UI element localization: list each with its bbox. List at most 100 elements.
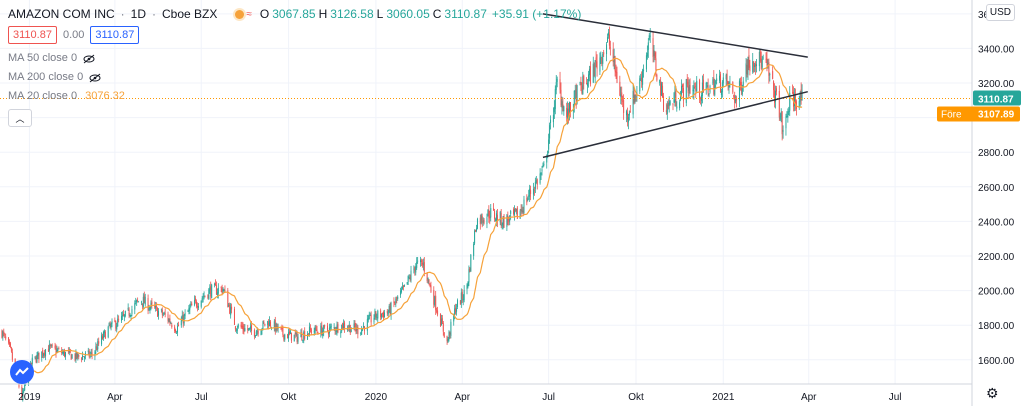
tradingview-logo[interactable] — [10, 360, 34, 384]
separator: · — [120, 7, 125, 21]
separator: · — [152, 7, 157, 21]
candle-body — [719, 75, 721, 81]
candle-body — [679, 102, 681, 109]
interval-label[interactable]: 1D — [130, 7, 147, 21]
candle-body — [616, 71, 618, 83]
candle-body — [786, 115, 788, 118]
candle-body — [754, 65, 756, 68]
x-tick-label: Apr — [801, 392, 817, 403]
candle-body — [350, 329, 352, 333]
symbol-name[interactable]: AMAZON COM INC — [8, 7, 115, 21]
candle-body — [228, 305, 230, 307]
indicator-ma20[interactable]: MA 20 close 0 3076.32 — [8, 90, 125, 102]
candle-body — [375, 311, 377, 318]
candle-body — [143, 295, 145, 304]
candle-body — [799, 91, 801, 103]
candle-body — [276, 324, 278, 330]
candle-body — [82, 355, 84, 360]
candle-body — [662, 85, 664, 97]
market-status-icons[interactable]: ≈ — [235, 8, 252, 20]
candle-body — [600, 55, 602, 58]
candle-body — [101, 335, 103, 345]
candle-body — [482, 221, 484, 223]
candle-body — [801, 90, 803, 101]
candle-body — [794, 95, 796, 104]
candle-body — [149, 306, 151, 310]
candle-body — [177, 326, 179, 333]
candle-body — [189, 307, 191, 310]
y-tick-label: 1800.00 — [978, 321, 1015, 332]
candle-body — [204, 295, 206, 297]
candle-body — [320, 325, 322, 334]
candle-body — [34, 356, 36, 359]
candle-body — [586, 83, 588, 84]
x-tick-label: Jul — [542, 392, 555, 403]
indicator-ma200[interactable]: MA 200 close 0 — [8, 71, 101, 83]
candle-body — [759, 51, 761, 61]
candle-body — [735, 97, 737, 102]
candle-body — [269, 320, 271, 327]
candle-body — [135, 301, 137, 303]
candle-body — [719, 74, 721, 93]
candle-body — [695, 88, 697, 91]
candle-body — [433, 290, 435, 305]
candle-body — [562, 103, 564, 112]
x-tick-label: Okt — [628, 392, 644, 403]
candle-body — [760, 58, 762, 69]
candle-body — [720, 91, 722, 96]
hidden-eye-icon[interactable] — [83, 54, 95, 64]
ma20-line — [25, 57, 803, 374]
candle-body — [694, 85, 696, 87]
indicator-ma50[interactable]: MA 50 close 0 — [8, 52, 95, 64]
candle-body — [726, 73, 728, 82]
candle-body — [155, 305, 157, 309]
candle-body — [130, 315, 132, 317]
candle-body — [693, 86, 695, 93]
candle-body — [253, 330, 255, 337]
candle-body — [307, 333, 309, 335]
candle-body — [656, 74, 658, 81]
candle-body — [573, 90, 575, 108]
collapse-legend-button[interactable]: ︿ — [8, 109, 32, 127]
candle-body — [415, 266, 417, 273]
hidden-eye-icon[interactable] — [89, 73, 101, 83]
candle-body — [244, 328, 246, 331]
candle-body — [732, 81, 734, 93]
quote-panel: 3110.87 0.00 3110.87 — [8, 26, 140, 44]
candle-body — [407, 276, 409, 282]
sell-button[interactable]: 3110.87 — [8, 26, 57, 44]
gear-icon[interactable]: ⚙ — [986, 385, 999, 401]
candle-body — [77, 353, 79, 357]
candle-body — [659, 79, 661, 83]
candle-body — [467, 281, 469, 287]
candle-body — [655, 58, 657, 73]
candle-body — [620, 94, 622, 97]
candle-body — [466, 284, 468, 290]
candle-body — [653, 50, 655, 56]
candle-body — [102, 331, 104, 338]
candle-body — [629, 111, 631, 113]
candle-body — [177, 324, 179, 326]
candle-body — [510, 210, 512, 214]
candle-body — [672, 103, 674, 106]
data-delay-icon: ≈ — [246, 8, 252, 20]
currency-label[interactable]: USD — [985, 4, 1015, 21]
candle-body — [36, 354, 38, 363]
candle-body — [287, 334, 289, 339]
candle-body — [401, 286, 403, 289]
candle-body — [588, 68, 590, 76]
candle-body — [782, 129, 784, 132]
candle-body — [224, 290, 226, 292]
candle-body — [22, 390, 24, 400]
candle-body — [417, 260, 419, 262]
candle-body — [579, 82, 581, 84]
candle-body — [446, 336, 448, 342]
candle-body — [355, 327, 357, 332]
candle-body — [621, 92, 623, 101]
candle-body — [583, 75, 585, 84]
candle-body — [222, 289, 224, 292]
candle-body — [142, 296, 144, 307]
buy-button[interactable]: 3110.87 — [90, 26, 140, 44]
candle-body — [535, 180, 537, 183]
